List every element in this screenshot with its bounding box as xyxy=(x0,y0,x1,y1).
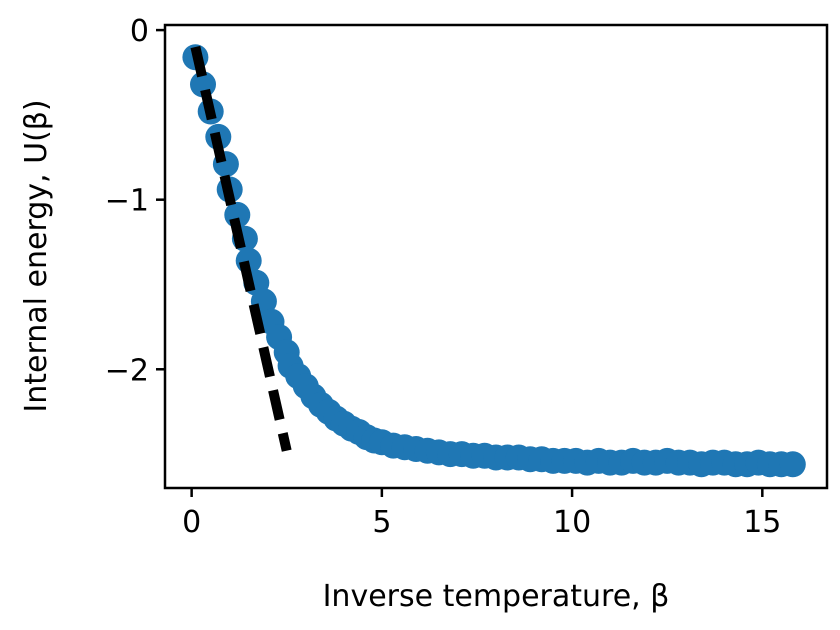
x-axis-ticks: 0 5 10 15 xyxy=(182,488,781,540)
plot-marks xyxy=(182,44,806,478)
x-tick-label: 0 xyxy=(182,505,201,540)
y-axis-ticks: 0 −1 −2 xyxy=(105,14,165,388)
x-tick-label: 15 xyxy=(743,505,781,540)
x-tick-label: 5 xyxy=(372,505,391,540)
y-tick-label: −2 xyxy=(105,353,149,388)
y-tick-label: 0 xyxy=(130,14,149,49)
data-point xyxy=(779,451,806,478)
x-axis-label: Inverse temperature, β xyxy=(323,579,670,614)
plot-frame xyxy=(163,23,829,490)
y-axis-label: Internal energy, U(β) xyxy=(19,99,54,412)
y-tick-label: −1 xyxy=(105,184,149,219)
fit-line xyxy=(190,45,292,452)
x-tick-label: 10 xyxy=(553,505,591,540)
